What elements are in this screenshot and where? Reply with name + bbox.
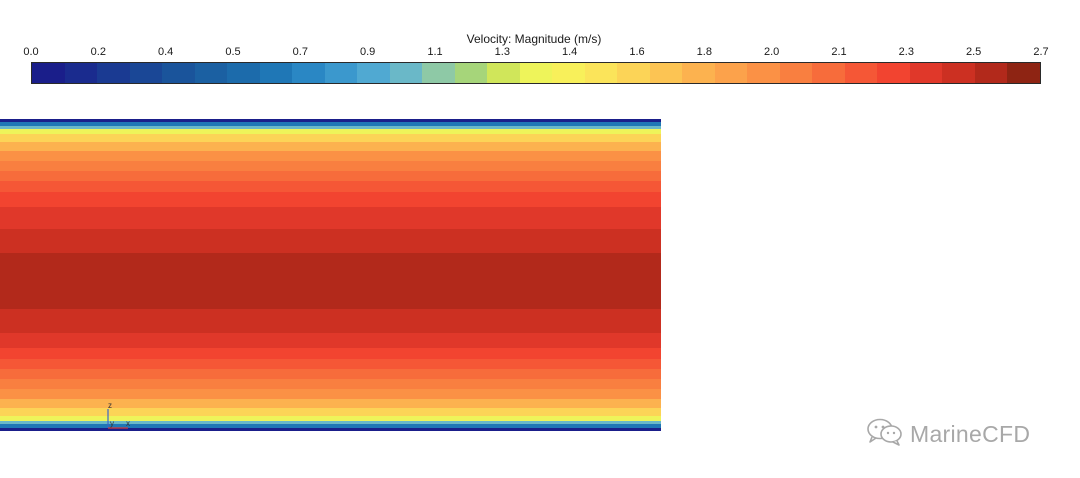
colorbar-segment: [64, 63, 98, 83]
velocity-band: [0, 228, 661, 254]
colorbar-tick-label: 0.5: [225, 46, 241, 58]
colorbar-tick-label: 0.7: [292, 46, 308, 58]
colorbar-segment: [1007, 63, 1040, 83]
colorbar-segment: [779, 63, 813, 83]
colorbar-segment: [909, 63, 943, 83]
velocity-band: [0, 424, 661, 428]
colorbar-tick-label: 2.1: [831, 46, 847, 58]
colorbar-segment: [97, 63, 130, 83]
colorbar-segment: [454, 63, 488, 83]
colorbar-tick-label: 2.7: [1033, 46, 1049, 58]
colorbar-segment: [324, 63, 358, 83]
colorbar-tick-label: 0.9: [360, 46, 376, 58]
velocity-band: [0, 129, 661, 135]
axis-y-label: y: [110, 419, 114, 428]
velocity-band: [0, 151, 661, 162]
colorbar-tick-label: 2.5: [966, 46, 982, 58]
colorbar-tick-label: 0.2: [90, 46, 106, 58]
colorbar-tick-labels: 0.0 0.2 0.4 0.5 0.7 0.9 1.1 1.3 1.4 1.6 1.8 2.0 2.1 2…: [0, 46, 1080, 62]
colorbar-segment: [877, 63, 910, 83]
colorbar-segment: [259, 63, 293, 83]
colorbar-segment: [812, 63, 845, 83]
colorbar-segment: [357, 63, 390, 83]
velocity-band: [0, 308, 661, 334]
colorbar-segment: [714, 63, 748, 83]
colorbar-segment: [682, 63, 715, 83]
colorbar-segment: [129, 63, 163, 83]
colorbar-title: Velocity: Magnitude (m/s): [466, 32, 602, 46]
velocity-band: [0, 399, 661, 409]
velocity-band: [0, 368, 661, 379]
velocity-band: [0, 415, 661, 421]
velocity-band: [0, 141, 661, 152]
colorbar-tick-label: 1.8: [696, 46, 712, 58]
colorbar-segment: [422, 63, 455, 83]
colorbar-segment: [552, 63, 585, 83]
velocity-band: [0, 125, 661, 130]
velocity-band: [0, 378, 661, 389]
colorbar-segment: [747, 63, 780, 83]
colorbar-segment: [292, 63, 325, 83]
velocity-field-plot: [0, 119, 661, 432]
colorbar-tick-label: 2.3: [898, 46, 914, 58]
watermark-text: MarineCFD: [910, 420, 1031, 447]
velocity-band: [0, 181, 661, 193]
colorbar-tick-label: 1.1: [427, 46, 443, 58]
velocity-band: [0, 427, 661, 432]
watermark: MarineCFD: [866, 418, 1031, 451]
velocity-band: [0, 161, 661, 172]
velocity-band: [0, 171, 661, 182]
axis-x-label: x: [126, 419, 130, 428]
colorbar-segment: [162, 63, 195, 83]
velocity-band: [0, 192, 661, 207]
colorbar-segment: [649, 63, 683, 83]
colorbar-tick-label: 0.0: [23, 46, 39, 58]
colorbar-tick-label: 2.0: [764, 46, 780, 58]
colorbar-segment: [617, 63, 650, 83]
colorbar-segment: [194, 63, 228, 83]
colorbar-segment: [227, 63, 260, 83]
velocity-band: [0, 388, 661, 400]
velocity-band: [0, 408, 661, 416]
colorbar-segment: [942, 63, 975, 83]
colorbar-segment: [487, 63, 520, 83]
velocity-band: [0, 347, 661, 359]
velocity-band: [0, 134, 661, 142]
wechat-icon: [866, 418, 904, 451]
velocity-band: [0, 206, 661, 229]
axis-z-label: z: [108, 401, 112, 410]
colorbar-segment: [32, 63, 65, 83]
colorbar: [31, 62, 1041, 84]
colorbar-segment: [519, 63, 553, 83]
axes-triad: z y x: [98, 400, 138, 434]
colorbar-segment: [974, 63, 1008, 83]
velocity-band: [0, 420, 661, 425]
velocity-band: [0, 122, 661, 126]
colorbar-tick-label: 1.6: [629, 46, 645, 58]
colorbar-segment: [844, 63, 878, 83]
colorbar-tick-label: 1.4: [562, 46, 578, 58]
velocity-band: [0, 358, 661, 369]
velocity-band: [0, 119, 661, 123]
velocity-band: [0, 333, 661, 348]
colorbar-segment: [584, 63, 618, 83]
colorbar-segment: [389, 63, 423, 83]
velocity-band: [0, 253, 661, 309]
colorbar-tick-label: 1.3: [494, 46, 510, 58]
colorbar-tick-label: 0.4: [158, 46, 174, 58]
